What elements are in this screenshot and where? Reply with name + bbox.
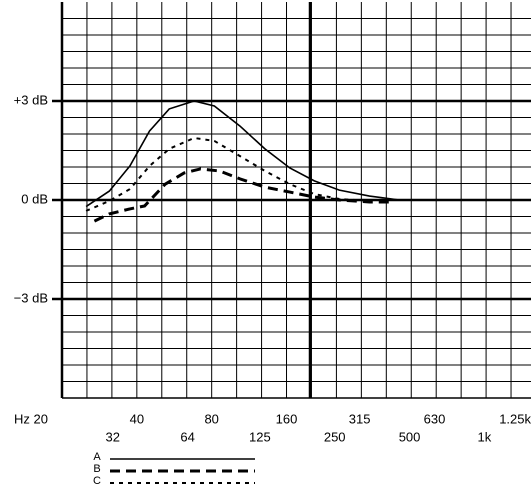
x-tick-label: 1.25k xyxy=(499,411,531,426)
y-tick-label: 0 dB xyxy=(21,191,48,206)
x-tick-label: Hz 20 xyxy=(14,411,48,426)
x-tick-label: 630 xyxy=(424,411,446,426)
line-series xyxy=(85,136,370,212)
line-series xyxy=(93,167,395,223)
x-tick-label: 125 xyxy=(249,429,271,444)
legend-label: B xyxy=(93,463,100,475)
x-tick-label: 315 xyxy=(349,411,371,426)
x-tick-label: 40 xyxy=(130,411,144,426)
y-tick-label: −3 dB xyxy=(14,290,48,305)
x-tick-label: 80 xyxy=(204,411,218,426)
x-tick-label: 500 xyxy=(399,429,421,444)
legend-label: C xyxy=(93,475,101,487)
x-tick-label: 160 xyxy=(276,411,298,426)
x-tick-label: 250 xyxy=(324,429,346,444)
line-series xyxy=(85,100,400,208)
x-tick-label: 1k xyxy=(478,429,492,444)
y-tick-label: +3 dB xyxy=(14,92,48,107)
x-tick-label: 32 xyxy=(106,429,120,444)
x-tick-label: 64 xyxy=(180,429,194,444)
legend-label: A xyxy=(93,451,101,463)
